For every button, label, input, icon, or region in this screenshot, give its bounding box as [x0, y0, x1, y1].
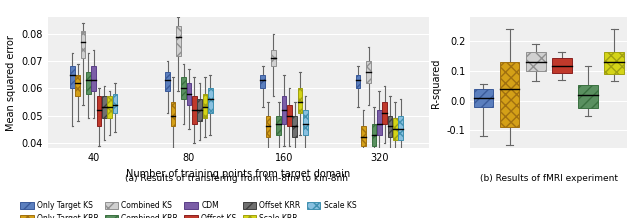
Bar [356, 75, 360, 88]
Bar [81, 31, 85, 58]
Bar [303, 110, 308, 135]
Bar [552, 58, 572, 73]
Bar [97, 96, 101, 126]
Bar [604, 52, 624, 74]
Bar [165, 72, 170, 91]
Bar [526, 52, 545, 71]
Bar [102, 96, 107, 118]
Bar [366, 61, 371, 83]
Bar [287, 105, 292, 126]
Text: (b) Results of fMRI experiment: (b) Results of fMRI experiment [480, 174, 618, 183]
Bar [181, 77, 186, 99]
X-axis label: Number of training points from target domain: Number of training points from target do… [126, 169, 351, 179]
Bar [377, 110, 381, 135]
Bar [208, 88, 212, 113]
Text: (a) Results of transfering from kin-8fm to kin-8nh: (a) Results of transfering from kin-8fm … [125, 174, 348, 183]
Bar [292, 116, 297, 137]
Bar [76, 75, 80, 96]
Bar [203, 94, 207, 118]
Bar [92, 66, 96, 91]
Bar [474, 89, 493, 107]
Legend: Only Target KS, Only Target KRR, Combined KS, Combined KRR, CDM, Offset KS, Offs: Only Target KS, Only Target KRR, Combine… [20, 201, 356, 218]
Bar [266, 116, 270, 137]
Bar [276, 116, 281, 135]
Bar [500, 62, 520, 128]
Bar [86, 72, 91, 94]
Bar [271, 50, 276, 66]
Bar [361, 126, 365, 146]
Bar [578, 85, 598, 108]
Y-axis label: R-squared: R-squared [431, 58, 441, 107]
Bar [192, 96, 196, 124]
Bar [398, 116, 403, 140]
Bar [197, 99, 202, 121]
Bar [187, 83, 191, 105]
Bar [113, 94, 117, 113]
Bar [393, 118, 397, 140]
Bar [388, 116, 392, 137]
Bar [382, 102, 387, 124]
Bar [260, 75, 265, 88]
Bar [176, 26, 180, 56]
Bar [298, 88, 302, 113]
Bar [108, 96, 112, 118]
Bar [70, 66, 75, 88]
Bar [372, 124, 376, 146]
Y-axis label: Mean squared error: Mean squared error [6, 35, 16, 131]
Bar [171, 102, 175, 126]
Bar [282, 96, 286, 124]
